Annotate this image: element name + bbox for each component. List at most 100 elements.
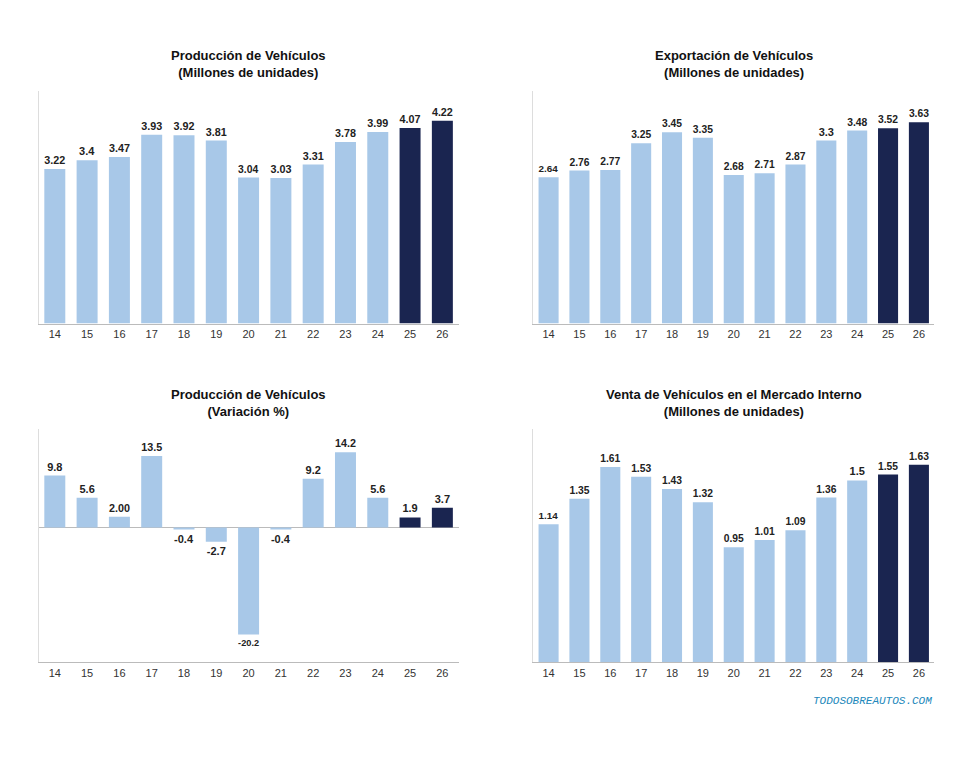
svg-text:22: 22 bbox=[789, 328, 801, 340]
svg-text:3.35: 3.35 bbox=[693, 124, 713, 135]
svg-text:Producción de Vehículos(Millon: Producción de Vehículos(Millones de unid… bbox=[171, 48, 326, 80]
svg-text:20: 20 bbox=[728, 667, 740, 679]
svg-text:18: 18 bbox=[178, 667, 190, 679]
svg-text:1.09: 1.09 bbox=[785, 516, 805, 527]
svg-text:21: 21 bbox=[758, 667, 770, 679]
svg-text:16: 16 bbox=[604, 667, 616, 679]
svg-text:3.04: 3.04 bbox=[238, 164, 258, 175]
svg-text:3.31: 3.31 bbox=[303, 150, 324, 162]
svg-text:19: 19 bbox=[697, 667, 709, 679]
svg-text:19: 19 bbox=[210, 328, 222, 340]
svg-text:1.36: 1.36 bbox=[816, 484, 836, 495]
svg-text:5.6: 5.6 bbox=[79, 483, 94, 495]
svg-text:-0.4: -0.4 bbox=[174, 533, 194, 545]
svg-text:25: 25 bbox=[404, 328, 416, 340]
svg-text:3.03: 3.03 bbox=[270, 163, 291, 175]
svg-text:22: 22 bbox=[307, 328, 319, 340]
svg-text:26: 26 bbox=[913, 667, 925, 679]
svg-text:23: 23 bbox=[339, 667, 351, 679]
svg-text:18: 18 bbox=[666, 328, 678, 340]
svg-text:Venta de Vehículos en el Merca: Venta de Vehículos en el Mercado Interno… bbox=[606, 387, 862, 419]
svg-text:3.48: 3.48 bbox=[847, 117, 867, 128]
svg-text:15: 15 bbox=[573, 328, 585, 340]
svg-text:24: 24 bbox=[372, 328, 384, 340]
svg-text:26: 26 bbox=[913, 328, 925, 340]
svg-text:3.25: 3.25 bbox=[631, 129, 651, 140]
svg-text:-0.4: -0.4 bbox=[271, 533, 291, 545]
svg-text:23: 23 bbox=[820, 667, 832, 679]
svg-text:15: 15 bbox=[81, 328, 93, 340]
svg-text:17: 17 bbox=[146, 328, 158, 340]
svg-text:3.92: 3.92 bbox=[174, 120, 195, 132]
svg-text:9.8: 9.8 bbox=[47, 461, 62, 473]
svg-text:14.2: 14.2 bbox=[335, 437, 356, 449]
svg-text:5.6: 5.6 bbox=[370, 483, 385, 495]
svg-text:13.5: 13.5 bbox=[141, 441, 162, 453]
svg-text:1.5: 1.5 bbox=[850, 465, 865, 477]
svg-text:23: 23 bbox=[339, 328, 351, 340]
svg-text:3.4: 3.4 bbox=[79, 145, 95, 157]
svg-text:3.99: 3.99 bbox=[367, 117, 388, 129]
svg-text:22: 22 bbox=[307, 667, 319, 679]
svg-text:2.77: 2.77 bbox=[600, 156, 620, 167]
svg-text:2.68: 2.68 bbox=[724, 161, 744, 172]
svg-text:4.22: 4.22 bbox=[432, 106, 453, 118]
svg-text:1.53: 1.53 bbox=[631, 463, 651, 474]
svg-text:14: 14 bbox=[542, 667, 554, 679]
svg-text:17: 17 bbox=[146, 667, 158, 679]
svg-text:2.64: 2.64 bbox=[539, 163, 559, 174]
svg-text:1.63: 1.63 bbox=[909, 451, 929, 462]
svg-text:17: 17 bbox=[635, 667, 647, 679]
svg-text:3.52: 3.52 bbox=[878, 114, 898, 125]
svg-text:26: 26 bbox=[436, 328, 448, 340]
svg-text:1.35: 1.35 bbox=[569, 485, 589, 496]
svg-text:3.81: 3.81 bbox=[206, 126, 227, 138]
svg-text:2.76: 2.76 bbox=[569, 157, 589, 168]
svg-text:17: 17 bbox=[635, 328, 647, 340]
svg-text:16: 16 bbox=[113, 328, 125, 340]
svg-text:15: 15 bbox=[81, 667, 93, 679]
svg-text:24: 24 bbox=[372, 667, 384, 679]
svg-text:19: 19 bbox=[697, 328, 709, 340]
svg-text:0.95: 0.95 bbox=[724, 533, 744, 544]
svg-text:1.61: 1.61 bbox=[600, 453, 620, 464]
svg-text:21: 21 bbox=[275, 667, 287, 679]
svg-text:4.07: 4.07 bbox=[400, 113, 421, 125]
svg-text:25: 25 bbox=[882, 328, 894, 340]
svg-text:3.22: 3.22 bbox=[44, 154, 65, 166]
svg-text:3.3: 3.3 bbox=[819, 126, 834, 138]
svg-text:3.45: 3.45 bbox=[662, 118, 682, 129]
svg-text:22: 22 bbox=[789, 667, 801, 679]
svg-text:25: 25 bbox=[404, 667, 416, 679]
svg-text:26: 26 bbox=[436, 667, 448, 679]
svg-text:2.00: 2.00 bbox=[109, 502, 130, 514]
svg-text:Exportación de Vehículos(Millo: Exportación de Vehículos(Millones de uni… bbox=[655, 48, 813, 80]
svg-text:1.32: 1.32 bbox=[693, 488, 713, 499]
svg-text:3.7: 3.7 bbox=[435, 493, 450, 505]
svg-text:18: 18 bbox=[178, 328, 190, 340]
svg-text:1.9: 1.9 bbox=[402, 502, 417, 514]
svg-text:14: 14 bbox=[49, 667, 61, 679]
svg-text:21: 21 bbox=[758, 328, 770, 340]
svg-text:25: 25 bbox=[882, 667, 894, 679]
svg-text:9.2: 9.2 bbox=[306, 464, 321, 476]
svg-text:1.55: 1.55 bbox=[878, 461, 898, 472]
svg-text:-20.2: -20.2 bbox=[238, 638, 259, 648]
svg-text:1.01: 1.01 bbox=[755, 526, 775, 537]
svg-text:19: 19 bbox=[210, 667, 222, 679]
svg-text:2.71: 2.71 bbox=[755, 159, 775, 170]
svg-text:24: 24 bbox=[851, 667, 863, 679]
svg-text:TODOSOBREAUTOS.COM: TODOSOBREAUTOS.COM bbox=[813, 695, 932, 707]
svg-text:16: 16 bbox=[113, 667, 125, 679]
svg-text:16: 16 bbox=[604, 328, 616, 340]
svg-text:1.14: 1.14 bbox=[539, 510, 559, 521]
svg-text:20: 20 bbox=[728, 328, 740, 340]
svg-text:3.47: 3.47 bbox=[109, 142, 130, 154]
svg-text:-2.7: -2.7 bbox=[207, 545, 226, 557]
svg-text:21: 21 bbox=[275, 328, 287, 340]
svg-text:2.87: 2.87 bbox=[785, 151, 805, 162]
svg-text:3.93: 3.93 bbox=[141, 120, 162, 132]
svg-text:1.43: 1.43 bbox=[662, 475, 682, 486]
svg-text:20: 20 bbox=[242, 328, 254, 340]
svg-text:14: 14 bbox=[542, 328, 554, 340]
